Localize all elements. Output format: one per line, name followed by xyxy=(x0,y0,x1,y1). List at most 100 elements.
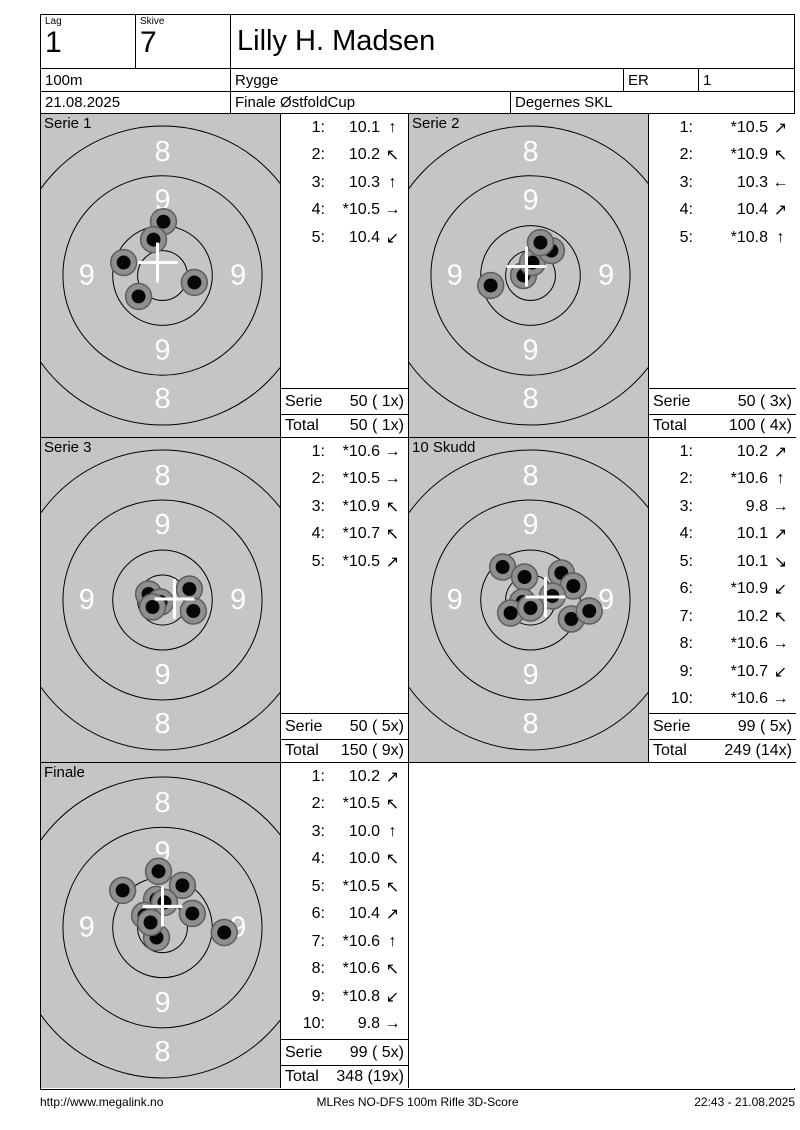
shot-number: 8: xyxy=(679,635,693,653)
shot-direction-arrow: ↙ xyxy=(773,581,788,599)
shot-value: *10.5 xyxy=(342,552,380,570)
shot-hole xyxy=(526,228,555,257)
shot-direction-arrow: ↗ xyxy=(385,553,400,571)
shot-value: *10.6 xyxy=(730,690,768,708)
shot-direction-arrow: ↑ xyxy=(776,470,785,488)
total-sum-value: 100 ( 4x) xyxy=(728,417,792,434)
target-ring xyxy=(480,225,581,326)
shot-hole xyxy=(559,572,588,600)
panel-title: Serie 2 xyxy=(412,115,460,132)
shot-score-row: 4: 10.4 ↗ xyxy=(649,197,796,225)
shot-score-row: 6: 10.4 ↗ xyxy=(281,901,408,929)
shot-score-row: 3: 10.3 ← xyxy=(649,169,796,197)
panel-title: Serie 3 xyxy=(44,439,92,456)
shot-score-row: 4: 10.1 ↗ xyxy=(649,521,796,549)
shot-direction-arrow: ↑ xyxy=(388,118,397,136)
shot-value: *10.5 xyxy=(342,201,380,219)
shot-hole xyxy=(575,597,603,625)
shot-value: *10.9 xyxy=(342,497,380,515)
shot-score-row: 5: *10.5 ↗ xyxy=(281,548,408,576)
shot-direction-arrow: ← xyxy=(772,173,789,191)
shot-hole xyxy=(109,248,138,277)
serie-sum-label: Serie xyxy=(653,392,691,410)
shot-direction-arrow: ↖ xyxy=(385,961,400,979)
scores-serie-1: 1: 10.1 ↑ 2: 10.2 ↖ 3: 10.3 ↑ 4: *10.5 → 5: 10.4 ↙ Ser… xyxy=(281,114,408,437)
target-image: 899 998 xyxy=(41,438,280,762)
venue: Rygge xyxy=(231,69,624,91)
shot-number: 7: xyxy=(679,607,693,625)
shot-score-row: 8: *10.6 ↖ xyxy=(281,956,408,984)
target-serie-2: Serie 2 8 9 9 9 9 8 xyxy=(409,114,649,437)
shot-score-row: 1: *10.6 → xyxy=(281,438,408,466)
shot-number: 10: xyxy=(670,690,693,708)
shot-value: *10.5 xyxy=(730,118,768,136)
shot-hole xyxy=(144,857,173,886)
shot-score-row: 5: *10.8 ↑ xyxy=(649,224,796,252)
shot-number: 1: xyxy=(311,767,325,785)
shot-direction-arrow: ↑ xyxy=(776,228,785,246)
empty-cell xyxy=(409,763,796,1088)
shot-number: 9: xyxy=(311,987,325,1005)
series-panels: Serie 1 8 9 9 9 9 8 1: 10.1 ↑ 2: 10.2 ↖ 3: 10.3 ↑ 4: *1… xyxy=(41,114,796,1088)
shot-hole xyxy=(510,563,539,591)
serie-sum-row: Serie 50 ( 1x) xyxy=(281,388,408,414)
shot-direction-arrow: ↖ xyxy=(385,851,400,869)
total-sum-row: Total 348 (19x) xyxy=(281,1065,408,1088)
shot-score-row: 3: 10.3 ↑ xyxy=(281,169,408,197)
shot-value: *10.6 xyxy=(342,442,380,460)
shot-direction-arrow: ↖ xyxy=(773,147,788,165)
spacer xyxy=(281,252,408,389)
shot-direction-arrow: → xyxy=(384,1015,401,1033)
shot-score-row: 5: 10.1 ↘ xyxy=(649,548,796,576)
shot-direction-arrow: → xyxy=(772,690,789,708)
shot-direction-arrow: ↗ xyxy=(773,443,788,461)
mpi-cross xyxy=(525,577,566,617)
shot-number: 5: xyxy=(679,552,693,570)
target-image: 899 998 xyxy=(41,114,280,437)
shot-direction-arrow: → xyxy=(384,201,401,219)
ring-number-label: 9 xyxy=(79,259,95,291)
shot-direction-arrow: ↖ xyxy=(773,608,788,626)
ring-number-label: 9 xyxy=(447,584,463,616)
shot-value: *10.5 xyxy=(342,470,380,488)
shot-score-row: 2: 10.2 ↖ xyxy=(281,142,408,170)
serie-sum-label: Serie xyxy=(285,1043,323,1061)
target-ring xyxy=(430,499,631,701)
shot-number: 7: xyxy=(311,932,325,950)
shot-value: *10.6 xyxy=(730,470,768,488)
shot-hole xyxy=(179,597,208,625)
shot-number: 1: xyxy=(679,442,693,460)
shot-hole xyxy=(516,594,545,622)
shot-number: 4: xyxy=(679,201,693,219)
shot-direction-arrow: ↗ xyxy=(773,526,788,544)
page-footer: http://www.megalink.no MLRes NO-DFS 100m… xyxy=(40,1095,795,1109)
skive-label: Skive xyxy=(140,16,165,27)
shot-number: 5: xyxy=(311,552,325,570)
shot-number: 1: xyxy=(679,118,693,136)
ring-number-label: 9 xyxy=(79,584,95,616)
shot-list: 1: 10.2 ↗ 2: *10.6 ↑ 3: 9.8 → 4: 10.1 ↗ 5: 10.1 ↘ 6: *10… xyxy=(649,438,796,713)
report-sheet: Lag 1 Skive 7 Lilly H. Madsen 100m Rygge… xyxy=(40,14,796,1090)
mpi-cross xyxy=(154,579,195,619)
ring-number-label: 9 xyxy=(522,509,538,541)
ring-number-label: 9 xyxy=(598,259,614,291)
panel-serie-2: Serie 2 8 9 9 9 9 8 1: *10.5 ↗ 2: *10.9 ↖ 3: 10.3 ← 4:… xyxy=(409,114,796,438)
total-sum-label: Total xyxy=(285,742,319,759)
event-name: Finale ØstfoldCup xyxy=(231,92,511,113)
target-image: 899 998 xyxy=(41,763,280,1088)
panel-title: 10 Skudd xyxy=(412,439,476,456)
target-ring xyxy=(41,449,280,751)
target-ring xyxy=(62,175,263,376)
ring-number-label: 9 xyxy=(522,659,538,691)
shot-number: 9: xyxy=(679,662,693,680)
shot-score-row: 5: *10.5 ↖ xyxy=(281,873,408,901)
shot-value: *10.9 xyxy=(730,580,768,598)
spacer xyxy=(649,252,796,389)
shot-value: *10.7 xyxy=(730,662,768,680)
shot-direction-arrow: ↗ xyxy=(385,768,400,786)
shot-score-row: 4: *10.5 → xyxy=(281,197,408,225)
